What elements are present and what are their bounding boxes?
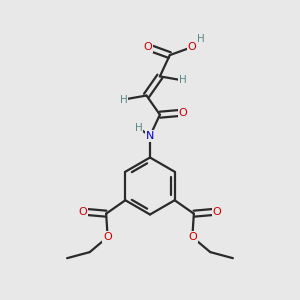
Text: H: H: [135, 123, 142, 133]
Text: H: H: [197, 34, 205, 44]
Text: N: N: [146, 131, 154, 141]
Text: O: O: [143, 42, 152, 52]
Text: O: O: [188, 42, 196, 52]
Text: H: H: [119, 94, 127, 105]
Text: O: O: [79, 207, 87, 217]
Text: O: O: [179, 108, 188, 118]
Text: O: O: [103, 232, 112, 242]
Text: O: O: [188, 232, 197, 242]
Text: H: H: [179, 75, 187, 85]
Text: O: O: [213, 207, 221, 217]
